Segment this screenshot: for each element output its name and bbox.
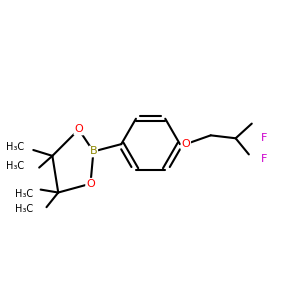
Text: B: B	[90, 146, 97, 157]
Text: O: O	[74, 124, 83, 134]
Text: F: F	[261, 133, 267, 143]
Text: O: O	[86, 179, 95, 189]
Text: H₃C: H₃C	[15, 204, 33, 214]
Text: F: F	[261, 154, 267, 164]
Text: H₃C: H₃C	[6, 161, 25, 171]
Text: H₃C: H₃C	[15, 189, 33, 199]
Text: H₃C: H₃C	[6, 142, 25, 152]
Text: O: O	[182, 139, 190, 149]
